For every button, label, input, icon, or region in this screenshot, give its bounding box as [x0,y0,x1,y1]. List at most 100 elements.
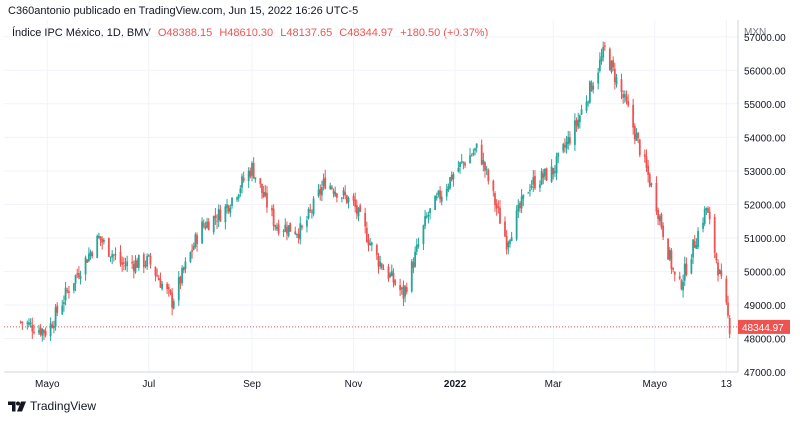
candle-body [414,251,417,267]
candle-body [354,199,357,207]
candle-body [633,126,636,140]
candle-body [708,211,711,220]
candle-body [389,273,392,277]
symbol-name: Índice IPC México, 1D, BMV [12,27,151,39]
candle-body [680,280,683,290]
candle-body [394,280,397,285]
candle-body [352,196,355,201]
candle-body [112,254,115,256]
candle-body [109,256,112,258]
candle-body [424,216,426,226]
candle-body [217,208,220,221]
candle-body [519,203,521,209]
y-tick-label: 55000.00 [744,100,786,111]
candle-body [28,322,30,325]
candle-body [425,215,428,218]
candle-body [19,321,22,323]
candle-body [334,191,337,196]
candle-body [703,208,706,224]
candle-body [435,196,438,199]
candle-body [26,322,29,324]
tradingview-brand[interactable]: TradingView [8,399,96,413]
candle-body [79,276,82,280]
grid-lines [4,20,738,373]
candle-body [620,79,623,92]
price-axis[interactable]: MXN 47000.00 48000.00 49000.00 50000.00 51000… [4,20,786,379]
candle-body [274,225,277,228]
candle-body [194,234,197,247]
candle-body [603,45,606,47]
candle-body [157,277,160,281]
candle-body [520,196,523,209]
candle-body [612,60,615,68]
candle-body [166,283,169,290]
candle-body [647,165,650,175]
candle-body [613,68,616,83]
candle-body [377,256,380,267]
candle-body [657,209,660,220]
candle-body [154,266,157,276]
candle-body [527,192,530,194]
candle-body [365,227,368,242]
candle-body [63,302,65,305]
candle-body [622,93,625,98]
candle-body [638,139,641,156]
candle-body [464,162,466,166]
candle-body [297,233,300,239]
candle-body [192,246,195,250]
candle-body [550,166,553,182]
time-axis[interactable]: Mayo Jul Sep Nov 2022 Mar Mayo 13 [35,379,732,390]
last-price-label: 48344.97 [742,323,784,334]
candle-body [718,269,721,274]
candle-body [685,263,688,275]
candle-body [332,190,335,194]
candle-body [207,221,210,231]
candle-body [469,155,471,164]
candlestick-series [19,41,731,342]
candle-body [147,254,150,256]
candle-body [482,159,485,165]
candle-body [167,286,170,290]
candle-body [452,174,455,180]
candle-body [51,324,54,328]
candle-body [296,234,298,236]
candle-body [727,302,729,316]
candle-body [216,220,218,222]
candle-body [21,321,24,324]
candle-body [517,204,520,212]
candle-body [276,226,278,230]
candle-body [249,170,252,177]
candle-body [84,257,87,275]
candle-body [89,251,92,257]
symbol-legend: Índice IPC México, 1D, BMV O48388.15 H48… [12,27,488,39]
candle-body [422,225,425,245]
candle-body [568,137,571,144]
candle-body [573,120,576,145]
candle-body [673,271,676,275]
candle-body [405,287,408,292]
candle-body [695,245,698,249]
candle-body [497,206,500,208]
candle-body [459,162,461,168]
candle-body [204,225,207,229]
candle-body [507,242,510,248]
y-tick-label: 57000.00 [744,33,786,44]
candle-body [672,268,674,270]
candle-body [189,252,192,263]
candle-body [587,101,590,103]
candle-body [161,283,164,289]
candle-body [720,270,723,277]
candle-body [655,182,658,212]
candle-body [522,194,525,199]
y-tick-label: 53000.00 [744,167,786,178]
candle-body [715,253,718,261]
candle-body [382,268,385,270]
candle-body [335,193,338,198]
candle-body [702,222,704,229]
candle-body [472,152,475,155]
candle-body [668,249,671,260]
candle-body [201,221,203,244]
candle-body [662,225,665,238]
candle-body [56,305,59,313]
